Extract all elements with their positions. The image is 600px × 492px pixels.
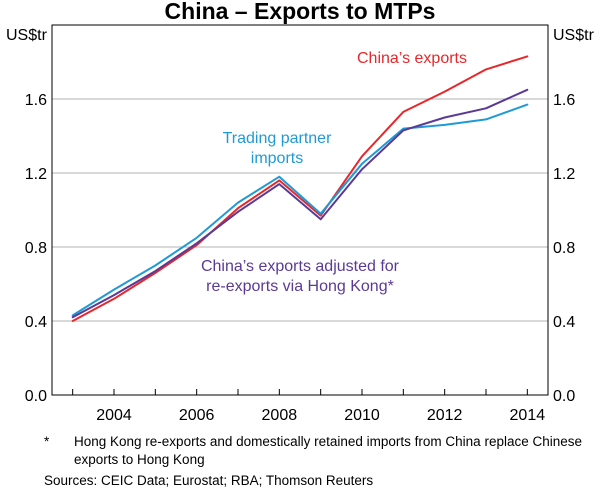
y-tick-label-left: 1.6 — [25, 92, 47, 109]
plot-frame — [51, 24, 549, 396]
footnote: * Hong Kong re-exports and domestically … — [44, 433, 584, 469]
label-chinas-exports: China’s exports — [357, 50, 467, 67]
series-line-chinas-exports — [71, 55, 529, 322]
chart-title: China – Exports to MTPs — [165, 0, 436, 24]
y-tick-label-right: 0.8 — [553, 240, 575, 257]
label-adjusted-exports-2: re-exports via Hong Kong* — [206, 278, 394, 295]
x-tick-label: 2012 — [427, 407, 463, 424]
label-trading-partner-1: Trading partner — [223, 130, 332, 147]
footnote-marker: * — [44, 434, 50, 449]
left-y-tick-labels: 0.0 0.4 0.8 1.2 1.6 — [25, 92, 47, 405]
footnote-text: Hong Kong re-exports and domestically re… — [74, 434, 583, 467]
gridlines — [52, 98, 548, 322]
label-adjusted-exports-1: China’s exports adjusted for — [201, 258, 400, 275]
series-line-adjusted-exports — [71, 88, 529, 319]
y-tick-label-left: 0.0 — [25, 388, 47, 405]
x-tick-label: 2006 — [179, 407, 215, 424]
y-tick-label-left: 0.4 — [25, 314, 47, 331]
right-axis-unit: US$tr — [553, 27, 595, 44]
x-tick-labels: 2004 2006 2008 2010 2012 2014 — [96, 407, 545, 424]
y-tick-label-left: 1.2 — [25, 166, 47, 183]
y-tick-label-right: 1.6 — [553, 92, 575, 109]
y-tick-label-right: 1.2 — [553, 166, 575, 183]
x-tick-label: 2004 — [96, 407, 132, 424]
x-tick-label: 2008 — [262, 407, 298, 424]
y-tick-label-left: 0.8 — [25, 240, 47, 257]
right-y-tick-labels: 0.0 0.4 0.8 1.2 1.6 — [553, 92, 575, 405]
chart: China – Exports to MTPs US$tr US$tr 0.00… — [6, 0, 595, 424]
sources: Sources: CEIC Data; Eurostat; RBA; Thoms… — [44, 473, 374, 488]
x-tick-label: 2010 — [344, 407, 380, 424]
x-tick-label: 2014 — [510, 407, 546, 424]
y-tick-label-right: 0.4 — [553, 314, 575, 331]
series-lines — [71, 55, 529, 322]
series-line-trading-partner-imports — [71, 103, 529, 317]
x-tick-marks — [72, 389, 528, 395]
left-axis-unit: US$tr — [6, 27, 48, 44]
y-tick-label-right: 0.0 — [553, 388, 575, 405]
label-trading-partner-2: imports — [251, 150, 303, 167]
